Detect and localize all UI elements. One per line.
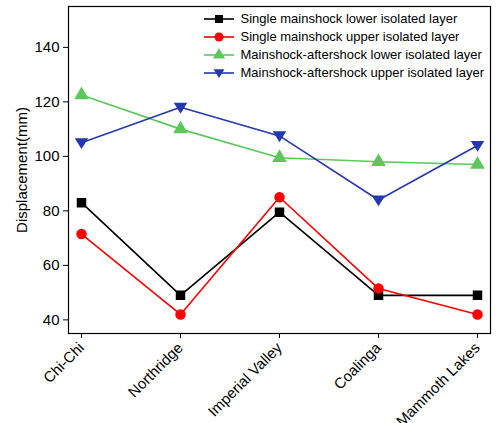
svg-text:100: 100 [34, 147, 59, 164]
svg-text:40: 40 [43, 311, 60, 328]
svg-text:Coalinga: Coalinga [330, 338, 384, 392]
svg-text:Displacement(mm): Displacement(mm) [13, 107, 30, 233]
svg-text:Northridge: Northridge [124, 339, 186, 401]
svg-text:120: 120 [34, 93, 59, 110]
svg-text:Chi-Chi: Chi-Chi [40, 339, 87, 386]
svg-text:60: 60 [43, 256, 60, 273]
html-text:Mainshock-aftershock upper iso: Mainshock-aftershock upper isolated laye… [240, 65, 484, 80]
svg-text:Imperial Valley: Imperial Valley [204, 338, 285, 419]
svg-text:140: 140 [34, 38, 59, 55]
html-text:Mainshock-aftershock lower iso: Mainshock-aftershock lower isolated laye… [240, 47, 482, 62]
svg-text:80: 80 [43, 202, 60, 219]
html-text:Single mainshock lower isolate: Single mainshock lower isolated layer [240, 11, 458, 26]
svg-text:Mammoth Lakes: Mammoth Lakes [393, 339, 483, 423]
html-text:Single mainshock upper isolate: Single mainshock upper isolated layer [240, 29, 460, 44]
